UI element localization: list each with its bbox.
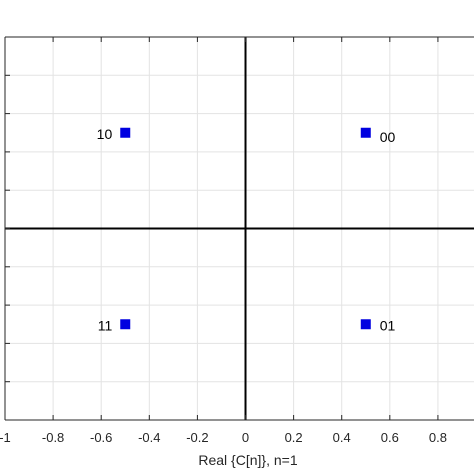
x-tick-label: 0.8	[429, 430, 447, 445]
point-label-10: 10	[97, 126, 113, 142]
data-point-00	[360, 127, 371, 138]
x-tick-label: -0.4	[138, 430, 160, 445]
x-tick-label: 0.2	[285, 430, 303, 445]
x-axis-label: Real {C[n]}, n=1	[198, 452, 297, 468]
x-tick-label: 0.6	[381, 430, 399, 445]
zero-axes	[5, 37, 474, 420]
tick-marks	[4, 36, 439, 421]
x-tick-label: 0	[242, 430, 249, 445]
x-tick-labels: -1 -0.8 -0.6 -0.4 -0.2 0 0.2 0.4 0.6 0.8	[0, 430, 447, 445]
x-tick-label: -0.8	[42, 430, 64, 445]
x-tick-label: 0.4	[333, 430, 351, 445]
point-label-00: 00	[380, 129, 396, 145]
x-tick-label: -1	[0, 430, 11, 445]
point-label-11: 11	[98, 317, 113, 333]
data-point-01	[360, 319, 371, 330]
point-label-01: 01	[380, 317, 396, 333]
data-point-11	[120, 319, 131, 330]
point-labels: 10 00 11 01	[97, 126, 396, 334]
data-point-10	[120, 127, 131, 138]
x-tick-label: -0.6	[90, 430, 112, 445]
x-tick-label: -0.2	[186, 430, 208, 445]
data-points	[120, 127, 371, 330]
